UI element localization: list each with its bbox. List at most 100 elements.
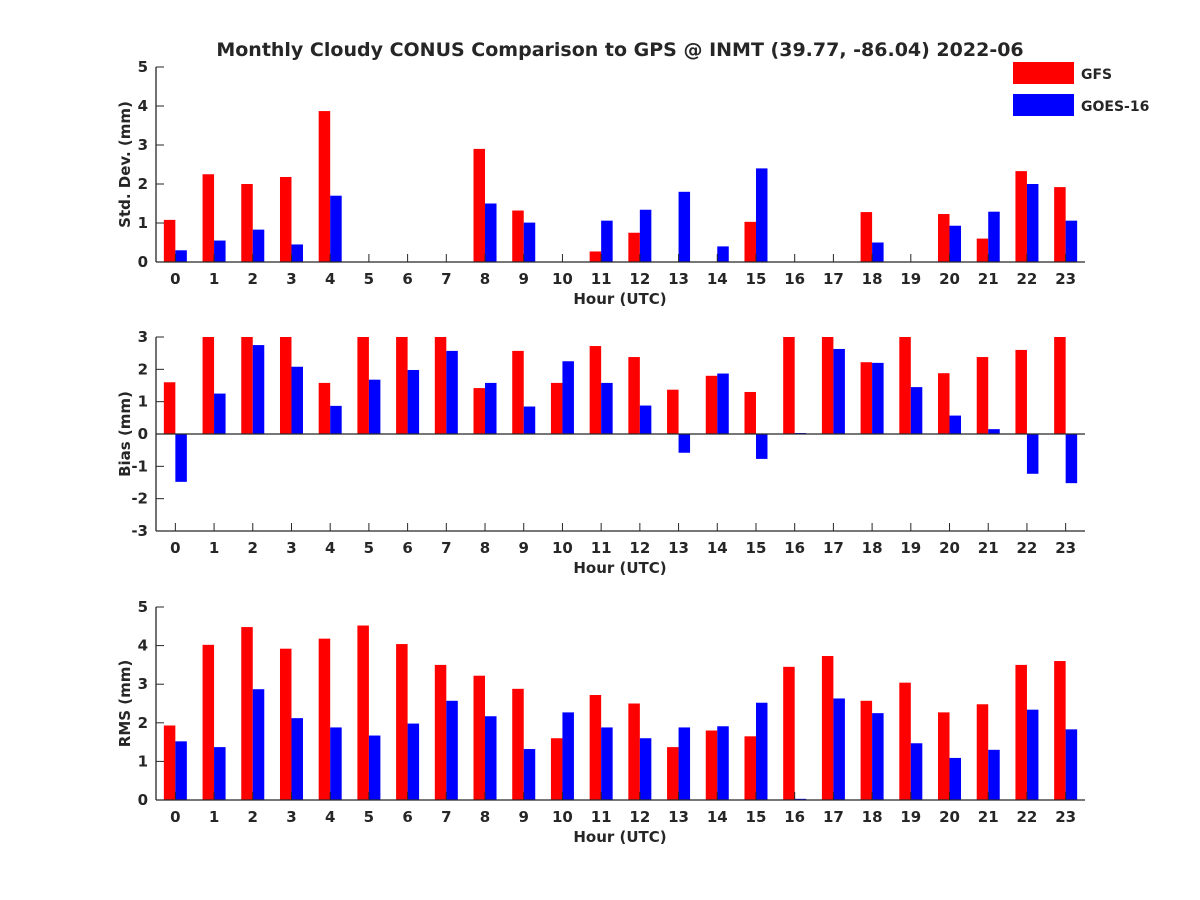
bar-gfs-20: [938, 373, 950, 434]
bar-goes-16-4: [330, 727, 342, 800]
bar-goes-16-17: [833, 698, 845, 800]
legend-swatch-gfs: [1013, 62, 1074, 84]
x-tick-label: 7: [441, 539, 451, 557]
bar-goes-16-22: [1026, 184, 1039, 262]
bar-gfs-14: [705, 730, 718, 800]
bar-gfs-15: [744, 221, 756, 262]
bar-gfs-2: [241, 337, 253, 434]
bar-goes-16-7: [446, 700, 458, 800]
bar-gfs-17: [821, 656, 834, 800]
x-tick-label: 16: [784, 539, 805, 557]
x-tick-label: 18: [862, 270, 883, 288]
bar-gfs-2: [241, 184, 253, 262]
x-tick-label: 15: [746, 808, 767, 826]
x-tick-label: 3: [286, 808, 296, 826]
bar-gfs-15: [744, 391, 756, 434]
bar-gfs-12: [628, 703, 640, 800]
y-tick-label: 2: [138, 175, 148, 193]
bar-gfs-9: [512, 350, 524, 434]
y-tick-label: 0: [138, 253, 148, 271]
x-tick-label: 4: [325, 270, 335, 288]
bar-gfs-6: [396, 644, 408, 800]
x-tick-label: 11: [591, 808, 612, 826]
bar-goes-16-12: [639, 209, 652, 262]
x-tick-label: 22: [1017, 539, 1038, 557]
bar-goes-16-20: [949, 415, 962, 434]
bar-gfs-13: [667, 747, 679, 800]
bar-gfs-0: [163, 219, 176, 262]
bar-goes-16-5: [368, 379, 381, 434]
bar-gfs-11: [589, 251, 602, 262]
y-tick-label: 4: [138, 97, 148, 115]
bar-gfs-10: [550, 382, 563, 434]
x-tick-label: 14: [707, 539, 728, 557]
y-tick-label: 1: [138, 393, 148, 411]
bar-gfs-8: [473, 675, 486, 800]
bar-goes-16-18: [872, 242, 884, 262]
x-tick-label: 15: [746, 270, 767, 288]
y-tick-label: 1: [138, 752, 148, 770]
x-tick-label: 4: [325, 539, 335, 557]
x-tick-label: 7: [441, 270, 451, 288]
bar-goes-16-12: [639, 405, 652, 434]
bar-gfs-5: [357, 337, 369, 434]
x-tick-label: 12: [629, 270, 650, 288]
bar-gfs-23: [1054, 337, 1066, 434]
x-tick-label: 8: [480, 808, 490, 826]
bar-goes-16-10: [562, 712, 574, 800]
x-tick-label: 20: [939, 808, 960, 826]
bar-goes-16-2: [252, 689, 265, 800]
bar-goes-16-10: [562, 361, 574, 434]
bar-goes-16-12: [639, 738, 652, 800]
x-tick-label: 2: [248, 539, 258, 557]
x-tick-label: 0: [170, 539, 180, 557]
chart-title: Monthly Cloudy CONUS Comparison to GPS @…: [216, 39, 1023, 61]
x-tick-label: 10: [552, 808, 573, 826]
y-tick-label: 3: [138, 675, 148, 693]
bar-goes-16-15: [755, 434, 768, 459]
x-tick-label: 23: [1055, 808, 1076, 826]
bar-gfs-22: [1015, 664, 1027, 800]
bar-gfs-5: [357, 625, 369, 800]
legend-label-gfs: GFS: [1081, 67, 1112, 83]
x-tick-label: 22: [1017, 808, 1038, 826]
bar-gfs-15: [744, 736, 756, 800]
bar-gfs-11: [589, 346, 602, 434]
x-tick-label: 16: [784, 270, 805, 288]
bar-gfs-8: [473, 148, 486, 262]
x-tick-label: 9: [519, 270, 529, 288]
x-tick-label: 11: [591, 270, 612, 288]
bar-goes-16-11: [601, 220, 613, 262]
bar-goes-16-18: [872, 713, 884, 800]
x-tick-label: 17: [823, 808, 844, 826]
bar-gfs-2: [241, 627, 253, 800]
bar-gfs-7: [434, 664, 447, 800]
legend-label-goes-16: GOES-16: [1081, 99, 1149, 115]
bar-goes-16-18: [872, 362, 884, 434]
bar-goes-16-11: [601, 382, 613, 434]
bar-goes-16-3: [291, 718, 303, 800]
x-tick-label: 6: [402, 808, 412, 826]
bar-gfs-13: [667, 389, 679, 434]
x-tick-label: 1: [209, 270, 219, 288]
y-tick-label: 2: [138, 714, 148, 732]
y-tick-label: 2: [138, 360, 148, 378]
bar-gfs-9: [512, 688, 524, 800]
bar-gfs-0: [163, 382, 176, 434]
y-axis-label: Bias (mm): [116, 391, 134, 477]
x-tick-label: 2: [248, 808, 258, 826]
bar-gfs-18: [860, 362, 873, 434]
bar-gfs-22: [1015, 349, 1027, 434]
bar-gfs-0: [163, 725, 176, 800]
bar-gfs-12: [628, 232, 640, 262]
y-tick-label: -3: [131, 522, 148, 540]
bar-gfs-14: [705, 375, 718, 434]
bar-gfs-1: [202, 337, 215, 434]
x-tick-label: 3: [286, 539, 296, 557]
x-tick-label: 7: [441, 808, 451, 826]
y-tick-label: 5: [138, 58, 148, 76]
bar-gfs-20: [938, 214, 950, 262]
x-tick-label: 2: [248, 270, 258, 288]
